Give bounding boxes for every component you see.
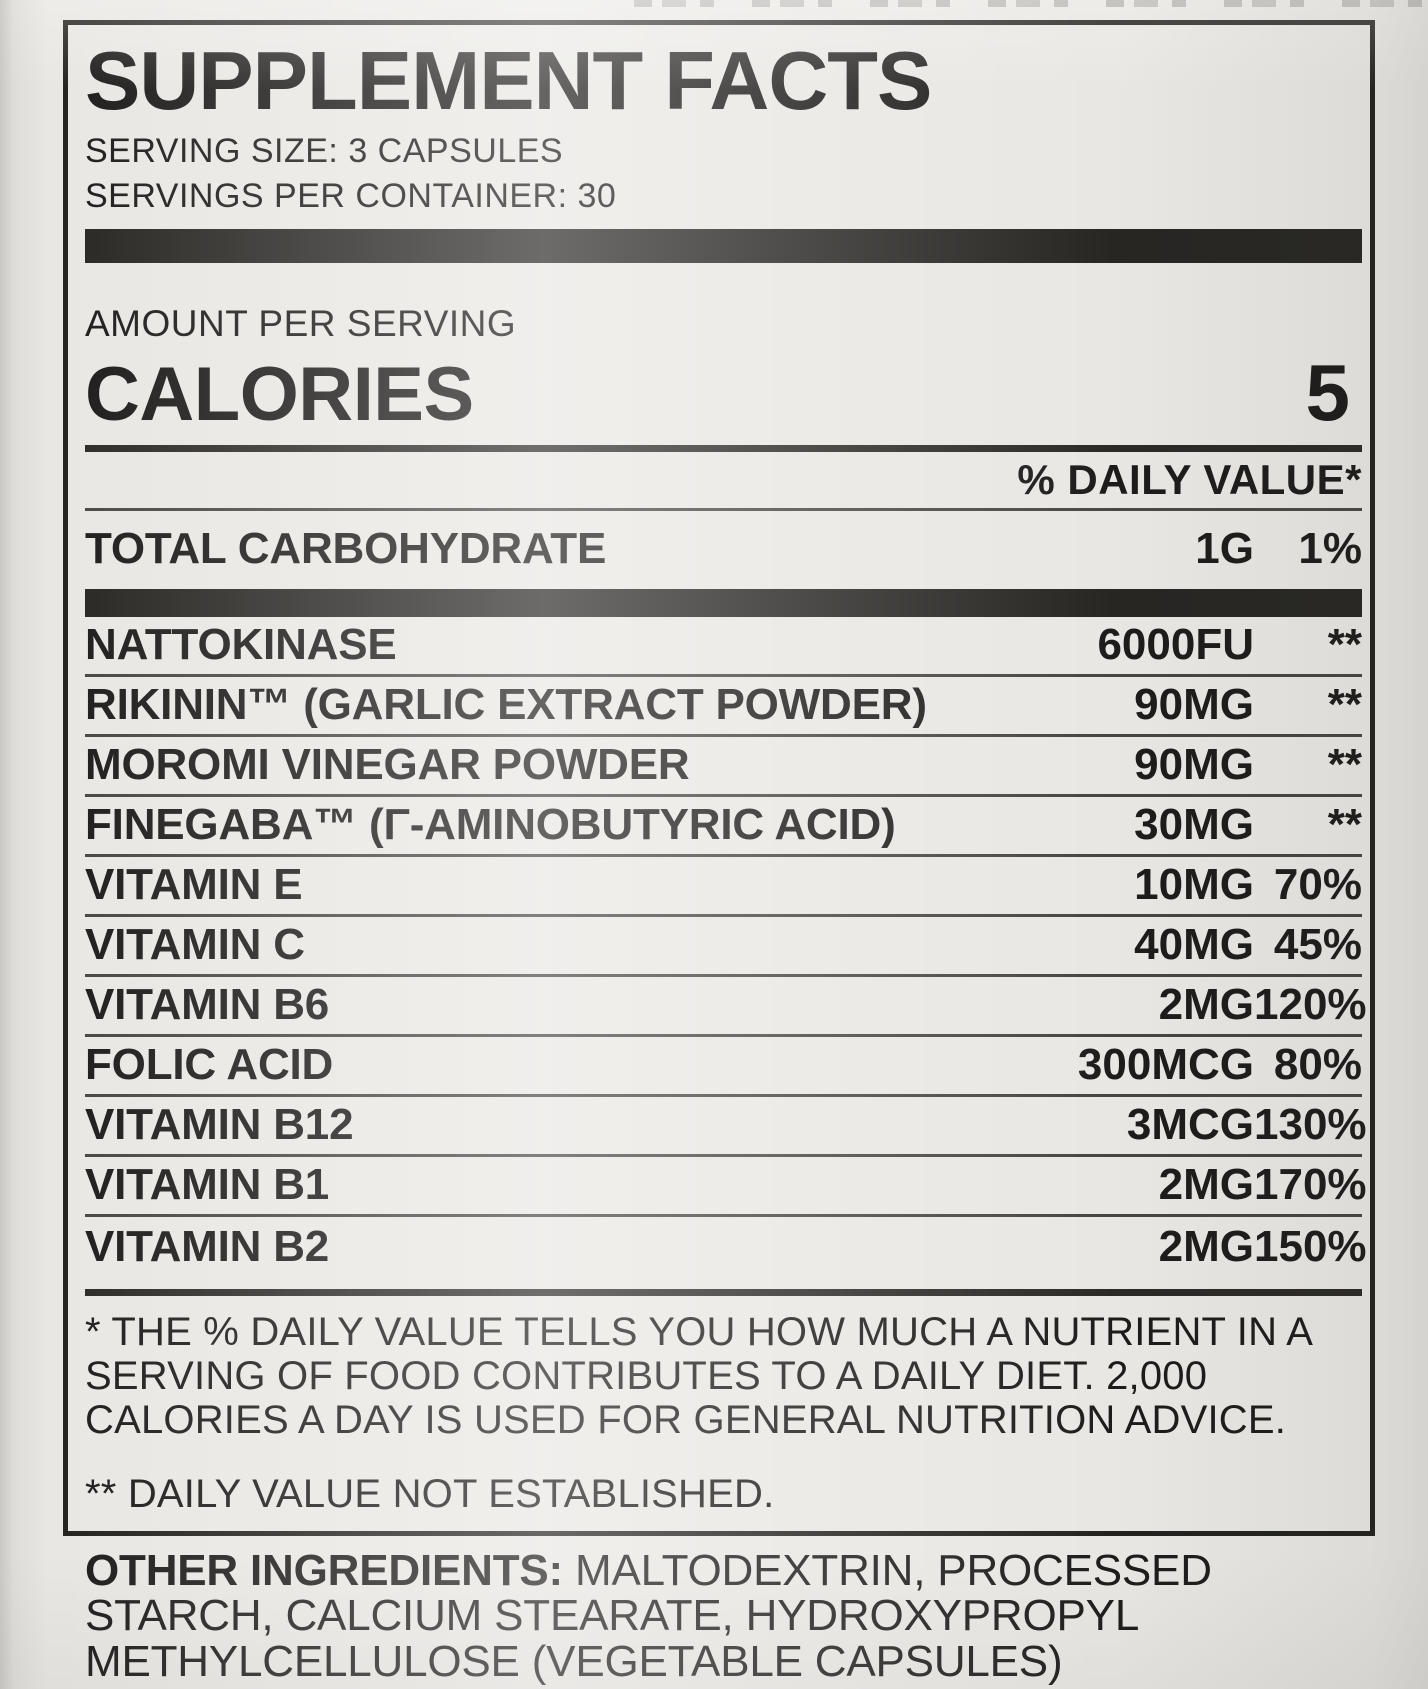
ingredient-amount: 1G (1195, 523, 1254, 573)
ingredient-amount: 90MG (1134, 680, 1254, 730)
ingredient-name: VITAMIN B2 (85, 1221, 330, 1271)
calories-row: CALORIES 5 (85, 347, 1362, 437)
panel-title: SUPPLEMENT FACTS (85, 34, 932, 127)
ingredient-dv: 120% (1254, 980, 1367, 1030)
clipped-print-artifact (634, 0, 1428, 9)
other-ingredients-label: OTHER INGREDIENTS: (85, 1546, 563, 1595)
ingredient-amount: 40MG (1134, 920, 1254, 970)
ingredient-dv: 150% (1254, 1221, 1367, 1271)
ingredient-dv: ** (1327, 620, 1362, 670)
ingredient-amount: 2MG (1158, 1160, 1254, 1210)
ingredient-row: VITAMIN B2 2MG 150% (85, 1217, 1367, 1277)
ingredient-name: MOROMI VINEGAR POWDER (85, 740, 690, 790)
calories-value: 5 (1305, 347, 1351, 437)
ingredient-dv: 130% (1254, 1100, 1367, 1150)
total-carbohydrate-row: TOTAL CARBOHYDRATE 1G 1% (85, 511, 1362, 589)
ingredient-dv: 45% (1273, 920, 1362, 970)
separator-bar-top (85, 228, 1362, 263)
ingredient-dv: ** (1327, 740, 1362, 790)
ingredient-dv: ** (1327, 800, 1362, 850)
ingredient-amount: 300MCG (1077, 1040, 1254, 1090)
ingredient-name: FOLIC ACID (85, 1040, 334, 1090)
ingredient-name: VITAMIN E (85, 860, 303, 910)
ingredient-name: VITAMIN C (85, 920, 305, 970)
ingredient-row: VITAMIN B6 2MG 120% (85, 977, 1367, 1037)
ingredient-dv: ** (1327, 680, 1362, 730)
ingredient-row: RIKININ™ (GARLIC EXTRACT POWDER) 90MG ** (85, 677, 1362, 737)
ingredient-name: VITAMIN B6 (85, 980, 330, 1030)
clipped-print-glyphs (634, 0, 1428, 7)
ingredient-name: TOTAL CARBOHYDRATE (85, 523, 607, 573)
ingredient-row: FINEGABA™ (Γ-AMINOBUTYRIC ACID) 30MG ** (85, 797, 1362, 857)
ingredient-name: VITAMIN B1 (85, 1160, 330, 1210)
not-established-footnote: ** DAILY VALUE NOT ESTABLISHED. (85, 1471, 775, 1516)
ingredient-amount: 2MG (1158, 1221, 1254, 1271)
other-ingredients-text: MALTODEXTRIN, PROCESSED STARCH, CALCIUM … (85, 1546, 1212, 1686)
ingredient-amount: 2MG (1158, 980, 1254, 1030)
daily-value-header: % DAILY VALUE* (1017, 455, 1362, 503)
ingredient-row: NATTOKINASE 6000FU ** (85, 617, 1362, 677)
ingredient-dv: 70% (1273, 860, 1362, 910)
ingredient-name: RIKININ™ (GARLIC EXTRACT POWDER) (85, 680, 927, 730)
ingredient-row: FOLIC ACID 300MCG 80% (85, 1037, 1362, 1097)
calories-label: CALORIES (85, 351, 474, 437)
ingredient-name: NATTOKINASE (85, 620, 397, 670)
amount-per-serving-label: AMOUNT PER SERVING (85, 302, 517, 344)
ingredient-dv: 170% (1254, 1160, 1367, 1210)
ingredient-row: MOROMI VINEGAR POWDER 90MG ** (85, 737, 1362, 797)
ingredient-amount: 90MG (1134, 740, 1254, 790)
rule-under-dv-header (85, 507, 1362, 511)
ingredient-amount: 6000FU (1097, 620, 1254, 670)
ingredient-dv: 80% (1273, 1040, 1362, 1090)
ingredient-amount: 3MCG (1126, 1100, 1254, 1150)
other-ingredients: OTHER INGREDIENTS: MALTODEXTRIN, PROCESS… (85, 1548, 1347, 1684)
ingredient-row: VITAMIN B1 2MG 170% (85, 1157, 1367, 1217)
supplement-facts-panel: SUPPLEMENT FACTS SERVING SIZE: 3 CAPSULE… (63, 20, 1375, 1536)
rule-under-table (85, 1288, 1362, 1296)
ingredient-dv: 1% (1298, 523, 1362, 573)
ingredient-row: VITAMIN E 10MG 70% (85, 857, 1362, 917)
daily-value-footnote: * THE % DAILY VALUE TELLS YOU HOW MUCH A… (85, 1309, 1311, 1442)
serving-size: SERVING SIZE: 3 CAPSULES (85, 132, 564, 170)
ingredient-amount: 10MG (1134, 860, 1254, 910)
ingredient-amount: 30MG (1134, 800, 1254, 850)
ingredient-name: FINEGABA™ (Γ-AMINOBUTYRIC ACID) (85, 800, 896, 850)
ingredient-row: VITAMIN B12 3MCG 130% (85, 1097, 1367, 1157)
rule-under-calories (85, 444, 1362, 452)
ingredient-name: VITAMIN B12 (85, 1100, 354, 1150)
ingredient-row: VITAMIN C 40MG 45% (85, 917, 1362, 977)
servings-per-container: SERVINGS PER CONTAINER: 30 (85, 176, 617, 215)
ingredient-table: NATTOKINASE 6000FU ** RIKININ™ (GARLIC E… (85, 617, 1367, 1277)
separator-bar-mid (85, 588, 1362, 617)
